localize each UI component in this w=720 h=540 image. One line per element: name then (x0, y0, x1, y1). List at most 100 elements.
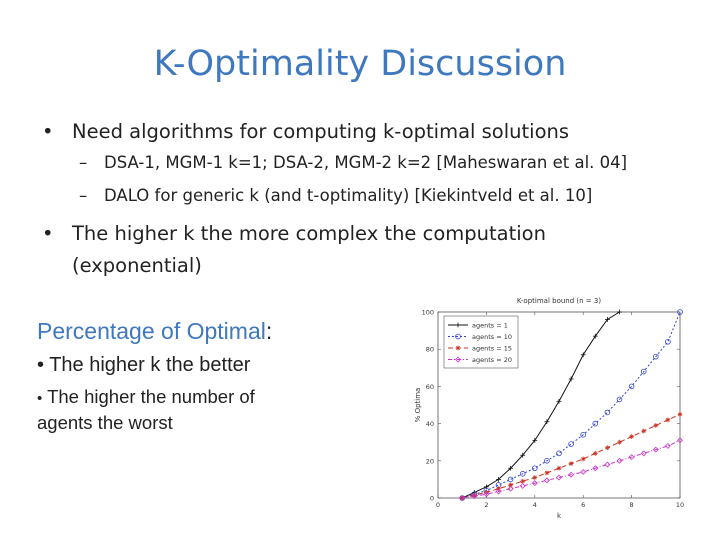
data-point-stroke (678, 412, 682, 417)
bullet-text-line2: (exponential) (72, 254, 202, 277)
data-point-stroke (581, 456, 586, 461)
point-higher-k: • The higher k the better (37, 354, 250, 377)
data-point (629, 434, 634, 440)
data-point (580, 352, 586, 358)
legend-label: agents = 15 (472, 345, 512, 353)
bullet-glyph: • (42, 120, 54, 143)
bullet-complexity-line2: (exponential) (72, 254, 202, 277)
data-point (556, 450, 562, 457)
data-point (640, 450, 647, 457)
data-point (471, 493, 478, 500)
data-point (653, 353, 659, 360)
data-point (532, 437, 538, 443)
series-line-3 (462, 413, 681, 499)
data-point-stroke (617, 440, 622, 445)
legend-label: agents = 10 (472, 333, 512, 341)
data-point (544, 458, 550, 464)
data-point (519, 471, 526, 477)
subbullet-dsa-mgm: – DSA-1, MGM-1 k=1; DSA-2, MGM-2 k=2 [Ma… (79, 153, 628, 172)
data-point (592, 450, 598, 456)
y-axis-label: % Optima (414, 388, 422, 423)
x-tick-label: 10 (676, 501, 684, 509)
series-line-1 (461, 311, 620, 499)
data-point (592, 420, 599, 427)
data-point-stroke (508, 483, 513, 487)
slide-title: K-Optimality Discussion (153, 44, 567, 84)
chart-title: K-optimal bound (n = 3) (517, 297, 601, 305)
plot-frame (437, 311, 681, 499)
data-point (455, 356, 461, 363)
data-point (544, 419, 550, 425)
data-point (520, 478, 526, 484)
data-point-stroke (665, 417, 670, 422)
y-tick-label: 100 (422, 309, 434, 317)
x-tick-label: 0 (436, 501, 440, 509)
data-point (483, 491, 490, 498)
legend-label: agents = 20 (472, 356, 512, 364)
data-point-stroke (569, 461, 574, 466)
data-point (616, 457, 623, 464)
data-point (605, 317, 610, 322)
percentage-heading-text: Percentage of Optimal (37, 318, 266, 344)
x-tick-label: 8 (630, 501, 634, 509)
bullet-glyph: • (37, 390, 43, 407)
data-point (580, 456, 586, 462)
subbullet-text: DSA-1, MGM-1 k=1; DSA-2, MGM-2 k=2 [Mahe… (104, 153, 628, 172)
series-line-4 (462, 439, 681, 499)
data-point (617, 439, 622, 445)
bullet-algorithms: • Need algorithms for computing k-optima… (42, 120, 570, 143)
data-point (605, 445, 610, 451)
data-point (455, 345, 461, 351)
data-point (580, 468, 587, 475)
data-point (496, 477, 501, 482)
data-point (532, 475, 538, 480)
data-point (677, 437, 683, 444)
bullet-complexity: • The higher k the more complex the comp… (42, 222, 546, 245)
data-point (543, 477, 550, 484)
x-axis-label: k (557, 512, 562, 520)
data-point (556, 474, 562, 481)
data-point (568, 471, 575, 478)
data-point (580, 431, 587, 438)
data-point (556, 465, 562, 471)
dash-glyph: – (79, 153, 88, 172)
data-point (519, 482, 526, 489)
y-tick-label: 80 (426, 346, 434, 354)
x-tick-label: 2 (484, 501, 488, 509)
data-point-stroke (532, 475, 537, 480)
data-point (617, 309, 622, 315)
data-point-stroke (456, 346, 460, 350)
data-point-stroke (641, 429, 646, 434)
data-point (653, 423, 659, 428)
data-point (568, 441, 574, 447)
subbullet-dalo: – DALO for generic k (and t-optimality) … (79, 186, 593, 205)
data-point (604, 461, 611, 468)
x-tick-label: 4 (533, 501, 537, 509)
percentage-heading-colon: : (265, 318, 273, 344)
bullet-text: Need algorithms for computing k-optimal … (72, 120, 570, 143)
percentage-heading: Percentage of Optimal: (37, 318, 272, 345)
subbullet-text: DALO for generic k (and t-optimality) [K… (104, 186, 593, 205)
data-point-stroke (520, 479, 525, 484)
data-point (455, 322, 461, 328)
y-tick-label: 20 (426, 457, 434, 465)
data-point (592, 333, 598, 339)
data-point (455, 333, 461, 340)
point-agents-line2: agents the worst (37, 412, 173, 434)
data-point (592, 465, 599, 472)
bullet-glyph: • (37, 354, 45, 376)
data-point-stroke (593, 451, 598, 456)
data-point (495, 488, 502, 495)
point-agents: • The higher the number of (37, 386, 255, 408)
data-point (665, 417, 671, 423)
data-point (507, 476, 514, 483)
data-point (508, 465, 513, 471)
data-point (531, 480, 538, 487)
data-point (507, 485, 514, 492)
bullet-text-line1: The higher k the more complex the comput… (72, 222, 546, 245)
data-point-stroke (544, 470, 549, 475)
data-point-stroke (653, 423, 658, 428)
series-line-2 (462, 311, 681, 499)
data-point (520, 452, 526, 458)
